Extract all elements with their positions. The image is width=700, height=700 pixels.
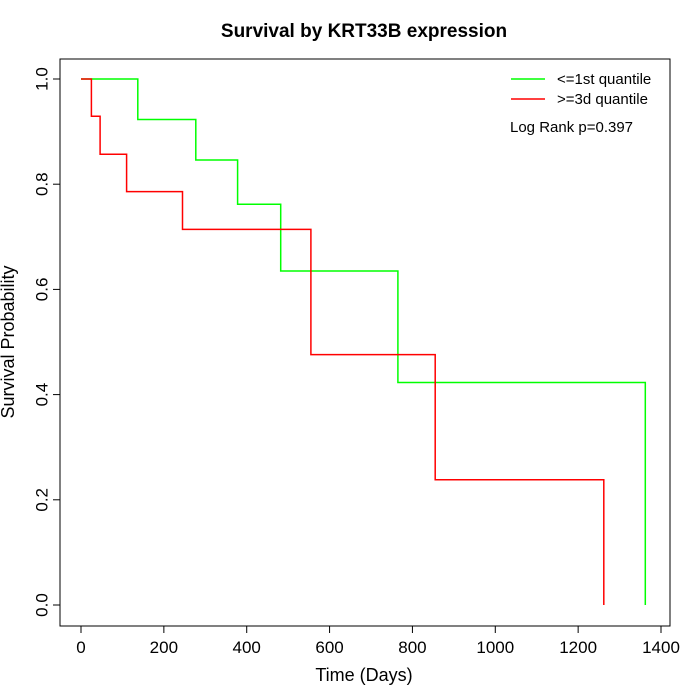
- y-axis-label: Survival Probability: [0, 265, 18, 418]
- series-line-1: [81, 78, 647, 605]
- log-rank-annotation: Log Rank p=0.397: [510, 119, 633, 136]
- y-tick-label: 0.6: [33, 278, 52, 302]
- y-tick-label: 0.8: [33, 172, 52, 196]
- x-tick-label: 600: [315, 638, 343, 657]
- legend-label-2: >=3d quantile: [557, 91, 648, 108]
- x-axis-label: Time (Days): [315, 665, 412, 685]
- legend-label-1: <=1st quantile: [557, 71, 651, 88]
- series-line-2: [81, 78, 605, 605]
- plot-frame: [59, 58, 671, 627]
- y-axis: 0.0 0.2 0.4 0.6 0.8 1.0: [33, 67, 61, 617]
- chart-title: Survival by KRT33B expression: [221, 21, 507, 42]
- x-tick-label: 1200: [559, 638, 597, 657]
- x-axis: 0 200 400 600 800 1000 1200 1400: [76, 625, 680, 657]
- x-tick-label: 800: [398, 638, 426, 657]
- y-tick-label: 1.0: [33, 67, 52, 91]
- y-tick-label: 0.4: [33, 383, 52, 407]
- series-layer: [81, 78, 647, 605]
- x-tick-label: 200: [150, 638, 178, 657]
- x-tick-label: 1400: [642, 638, 680, 657]
- legend: <=1st quantile >=3d quantile: [511, 71, 651, 108]
- x-tick-label: 400: [233, 638, 261, 657]
- y-tick-label: 0.0: [33, 593, 52, 617]
- y-tick-label: 0.2: [33, 488, 52, 512]
- x-tick-label: 1000: [476, 638, 514, 657]
- x-tick-label: 0: [76, 638, 85, 657]
